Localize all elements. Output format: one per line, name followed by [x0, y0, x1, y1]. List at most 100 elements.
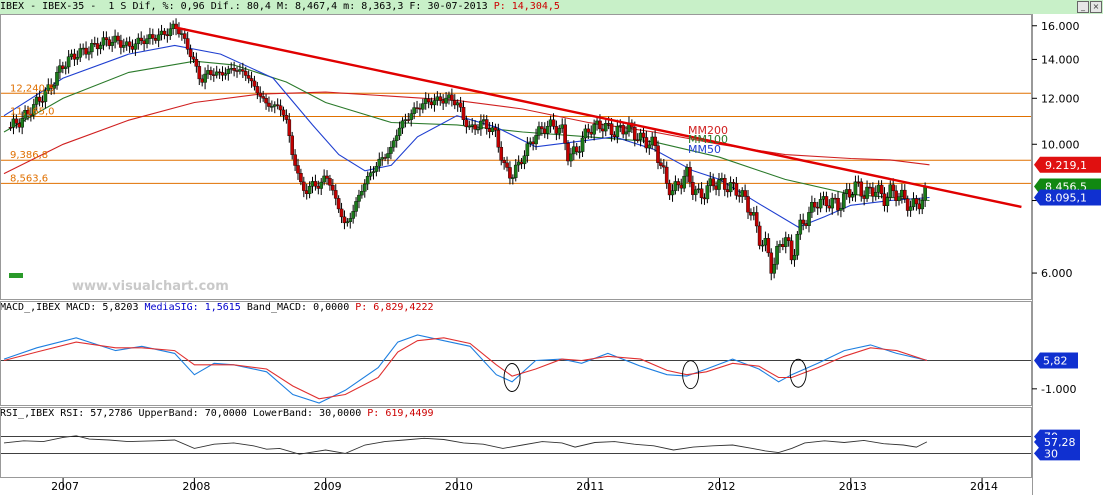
up-candle: [580, 137, 585, 152]
price-badge: [1034, 156, 1101, 173]
down-candle: [406, 119, 411, 121]
down-candle: [458, 102, 463, 108]
price-badge-label: 8.095,1: [1045, 192, 1087, 205]
up-candle: [319, 181, 324, 189]
up-candle: [362, 183, 367, 192]
macd-signal-label: MediaSIG: 1,5615: [144, 302, 247, 313]
up-candle: [394, 135, 399, 141]
down-candle: [540, 126, 544, 130]
up-candle: [717, 179, 721, 190]
up-candle: [728, 182, 733, 193]
up-candle: [534, 135, 538, 145]
up-candle: [444, 97, 448, 104]
minimize-button[interactable]: _: [1077, 1, 1089, 13]
up-candle: [865, 186, 869, 199]
up-candle: [421, 103, 425, 110]
macd-series-macd: [3, 334, 928, 404]
down-candle: [598, 120, 602, 130]
down-candle: [644, 137, 649, 149]
up-candle: [525, 143, 530, 157]
up-candle: [522, 155, 527, 165]
up-candle: [682, 175, 686, 189]
down-candle: [14, 118, 19, 124]
down-candle: [484, 119, 489, 129]
up-candle: [920, 199, 925, 210]
down-candle: [766, 238, 771, 254]
up-candle: [775, 246, 779, 265]
x-axis-tick-label: 2013: [839, 480, 867, 493]
down-candle: [438, 96, 443, 101]
down-candle: [688, 167, 692, 183]
down-candle: [801, 219, 805, 224]
horizontal-level-label: 12,240,5: [10, 83, 55, 94]
down-candle: [905, 198, 910, 211]
down-candle: [325, 175, 329, 179]
ma-annotation: MM50: [688, 143, 721, 156]
up-candle: [409, 113, 414, 120]
up-candle: [55, 72, 59, 86]
up-candle: [101, 37, 106, 46]
down-candle: [734, 183, 739, 196]
up-candle: [121, 45, 126, 48]
down-candle: [551, 119, 556, 127]
up-candle: [760, 244, 765, 247]
moving-average-mm100: [3, 60, 930, 202]
down-candle: [574, 146, 579, 153]
down-candle: [566, 143, 570, 162]
up-candle: [479, 120, 483, 130]
down-candle: [502, 160, 506, 164]
down-candle: [757, 225, 762, 246]
down-candle: [914, 198, 919, 205]
up-candle: [270, 106, 274, 108]
rsi-p-value: P: 619,4499: [367, 408, 434, 419]
down-candle: [824, 196, 829, 207]
rsi-title: RSI_,IBEX RSI: 57,2786 UpperBand: 70,000…: [0, 408, 368, 419]
down-candle: [255, 86, 260, 94]
up-candle: [830, 197, 835, 209]
down-candle: [879, 184, 884, 195]
horizontal-level-label: 9,386,8: [10, 150, 48, 161]
up-candle: [569, 153, 573, 162]
down-candle: [635, 139, 640, 141]
up-candle: [670, 190, 675, 196]
price-panel-frame: [0, 14, 1032, 300]
up-candle: [66, 56, 71, 68]
up-candle: [647, 144, 652, 149]
up-candle: [58, 65, 62, 73]
down-candle: [499, 146, 504, 161]
close-button[interactable]: ×: [1090, 1, 1102, 13]
up-candle: [75, 57, 80, 60]
down-candle: [188, 49, 193, 58]
down-candle: [139, 37, 144, 41]
down-candle: [632, 127, 637, 140]
down-candle: [26, 110, 30, 115]
up-candle: [615, 125, 620, 138]
up-candle: [371, 171, 376, 173]
up-candle: [673, 181, 678, 191]
price-badge: [1034, 189, 1101, 206]
down-candle: [586, 128, 591, 133]
up-candle: [145, 38, 149, 45]
up-candle: [400, 120, 405, 129]
up-candle: [354, 201, 358, 212]
down-candle: [493, 127, 498, 131]
down-candle: [464, 119, 469, 128]
down-candle: [302, 181, 306, 191]
up-candle: [557, 128, 562, 134]
rsi-panel-frame: [0, 407, 1032, 478]
up-candle: [322, 175, 326, 183]
down-candle: [656, 145, 660, 163]
up-candle: [839, 207, 843, 211]
down-candle: [563, 124, 567, 144]
down-candle: [162, 30, 167, 35]
x-axis-tick-label: 2011: [576, 480, 604, 493]
up-candle: [577, 151, 582, 153]
up-candle: [133, 43, 138, 50]
macd-crossover-circle: [682, 360, 700, 390]
macd-p-value: P: 6,829,4222: [355, 302, 434, 313]
down-candle: [313, 181, 318, 187]
up-candle: [223, 73, 228, 76]
up-candle: [386, 153, 390, 159]
up-candle: [348, 218, 353, 222]
